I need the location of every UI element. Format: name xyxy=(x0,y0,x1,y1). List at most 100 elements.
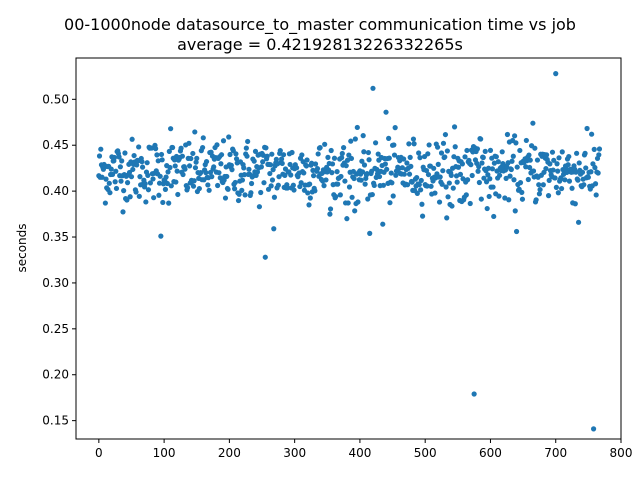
data-point xyxy=(495,159,501,165)
data-point xyxy=(486,193,492,200)
data-point xyxy=(120,209,126,215)
data-point xyxy=(459,161,465,167)
data-point xyxy=(556,155,562,161)
data-point xyxy=(186,163,193,169)
x-tick-label: 800 xyxy=(610,446,633,460)
data-point xyxy=(513,140,519,146)
data-point xyxy=(341,145,347,151)
data-point xyxy=(431,165,437,171)
x-tick-label: 200 xyxy=(218,446,241,460)
x-tick-label: 100 xyxy=(153,446,176,460)
data-point xyxy=(170,144,176,151)
data-point xyxy=(145,172,151,178)
data-point xyxy=(576,160,582,166)
data-point xyxy=(235,197,242,204)
data-point xyxy=(566,178,573,184)
data-point xyxy=(321,183,327,189)
y-tick-label: 0.15 xyxy=(42,414,69,428)
data-point xyxy=(449,203,455,209)
data-point xyxy=(160,199,166,206)
data-point xyxy=(348,138,354,144)
data-point xyxy=(514,164,520,170)
data-point xyxy=(172,163,178,169)
data-point xyxy=(446,180,452,186)
data-point xyxy=(575,219,582,225)
data-point xyxy=(474,146,481,152)
x-tick-label: 500 xyxy=(414,446,437,460)
data-point xyxy=(526,152,532,158)
data-point xyxy=(344,157,351,163)
data-point xyxy=(260,159,266,165)
data-point xyxy=(445,194,451,200)
data-point xyxy=(388,170,394,176)
data-point xyxy=(310,173,317,179)
data-point xyxy=(596,152,602,158)
data-point xyxy=(299,152,305,158)
data-point xyxy=(175,191,181,198)
data-point xyxy=(490,184,496,190)
data-point xyxy=(453,173,460,179)
data-point xyxy=(206,187,212,193)
data-point xyxy=(220,138,227,144)
data-point xyxy=(315,151,321,157)
data-point xyxy=(359,169,366,175)
data-point xyxy=(145,187,152,193)
data-point xyxy=(426,142,432,148)
data-point xyxy=(180,171,186,178)
data-point xyxy=(349,194,355,200)
data-point xyxy=(404,160,410,166)
data-point xyxy=(411,141,417,147)
data-point xyxy=(527,164,533,171)
data-point xyxy=(137,174,143,180)
data-point xyxy=(312,161,319,167)
data-point xyxy=(327,211,333,217)
data-point xyxy=(139,159,145,165)
data-point xyxy=(245,138,251,145)
data-point xyxy=(451,124,458,130)
data-point xyxy=(158,233,164,239)
data-point xyxy=(246,166,252,172)
data-point xyxy=(476,179,482,186)
data-point xyxy=(553,184,559,190)
x-tick-label: 400 xyxy=(348,446,371,460)
data-point xyxy=(491,213,497,220)
x-axis: 0 100 200 300 400 500 600 700 800 xyxy=(95,439,632,460)
data-point xyxy=(279,160,285,167)
data-point xyxy=(270,167,276,173)
data-point xyxy=(258,189,264,196)
data-point xyxy=(444,215,450,221)
data-point xyxy=(491,160,497,166)
data-point xyxy=(113,185,120,192)
data-point xyxy=(133,189,139,195)
y-tick-label: 0.50 xyxy=(42,92,69,106)
data-point xyxy=(222,195,229,201)
data-point xyxy=(225,186,231,192)
data-point xyxy=(232,179,238,186)
data-point xyxy=(438,150,445,156)
data-point xyxy=(589,131,595,137)
data-point xyxy=(442,131,449,138)
data-point xyxy=(242,192,248,198)
data-point xyxy=(276,174,282,180)
data-point xyxy=(144,160,150,166)
data-point xyxy=(261,180,267,186)
data-point xyxy=(370,85,376,91)
data-point xyxy=(142,181,148,187)
data-point xyxy=(227,151,233,158)
data-point xyxy=(327,206,334,212)
data-point xyxy=(361,149,367,155)
data-point xyxy=(565,162,571,168)
data-point xyxy=(367,230,373,236)
data-point xyxy=(129,136,135,142)
data-point xyxy=(575,177,581,183)
data-point xyxy=(443,184,449,190)
data-point xyxy=(392,125,398,131)
data-point xyxy=(380,182,387,188)
data-point xyxy=(463,192,469,198)
data-point xyxy=(334,169,340,175)
data-point xyxy=(277,148,283,154)
data-point xyxy=(280,152,287,158)
data-point xyxy=(512,133,518,139)
y-tick-label: 0.30 xyxy=(42,276,69,290)
data-point xyxy=(275,182,281,188)
